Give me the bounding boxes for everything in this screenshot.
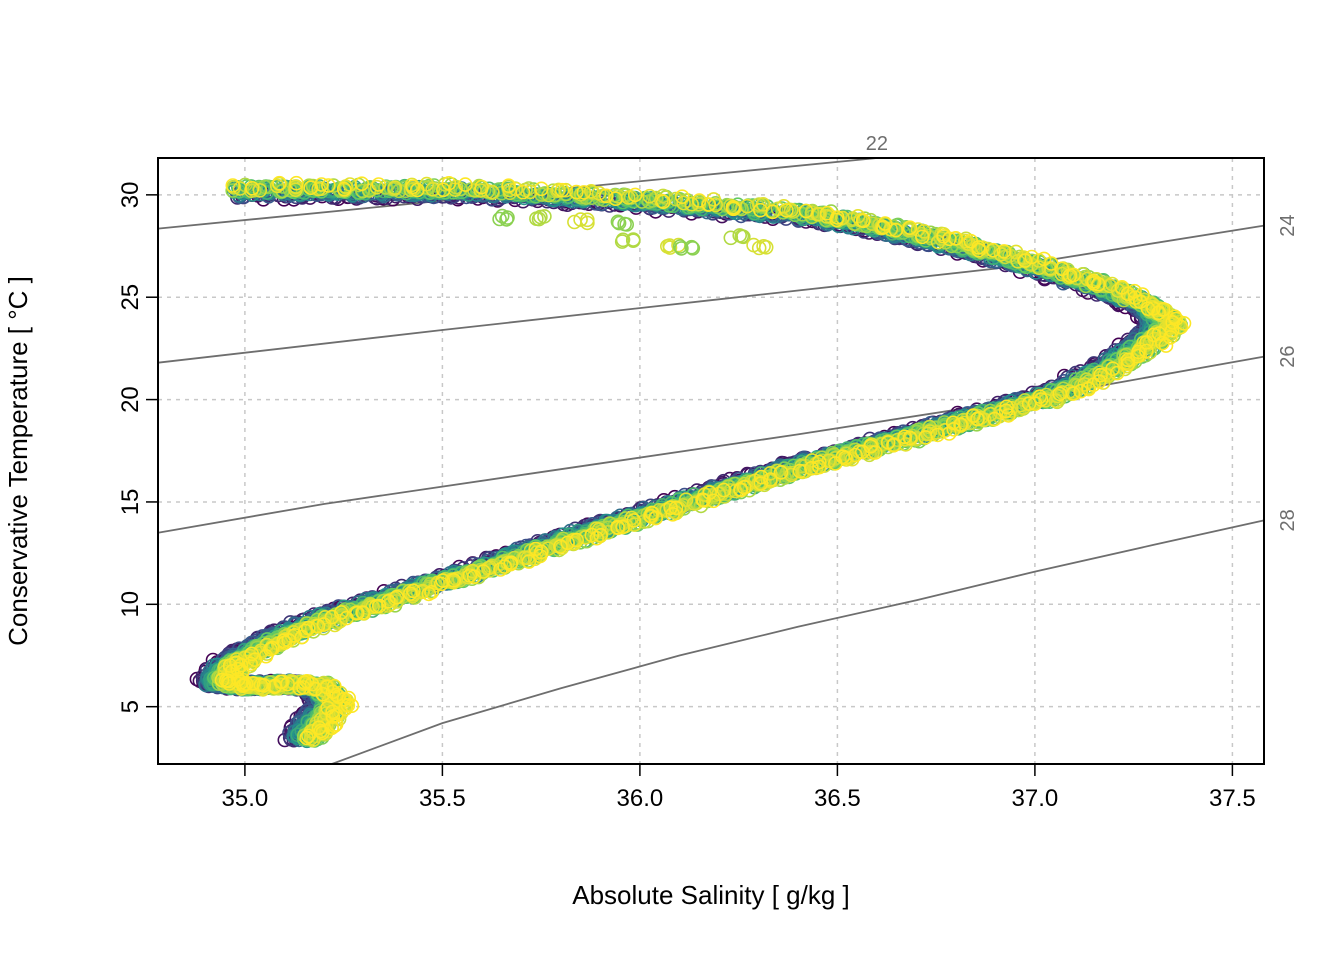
data-points bbox=[189, 175, 1192, 749]
isopycnal-line bbox=[331, 519, 1265, 765]
isopycnal-lines bbox=[157, 157, 1265, 765]
grid-lines bbox=[158, 158, 1264, 764]
isopycnal-line bbox=[157, 224, 1265, 364]
